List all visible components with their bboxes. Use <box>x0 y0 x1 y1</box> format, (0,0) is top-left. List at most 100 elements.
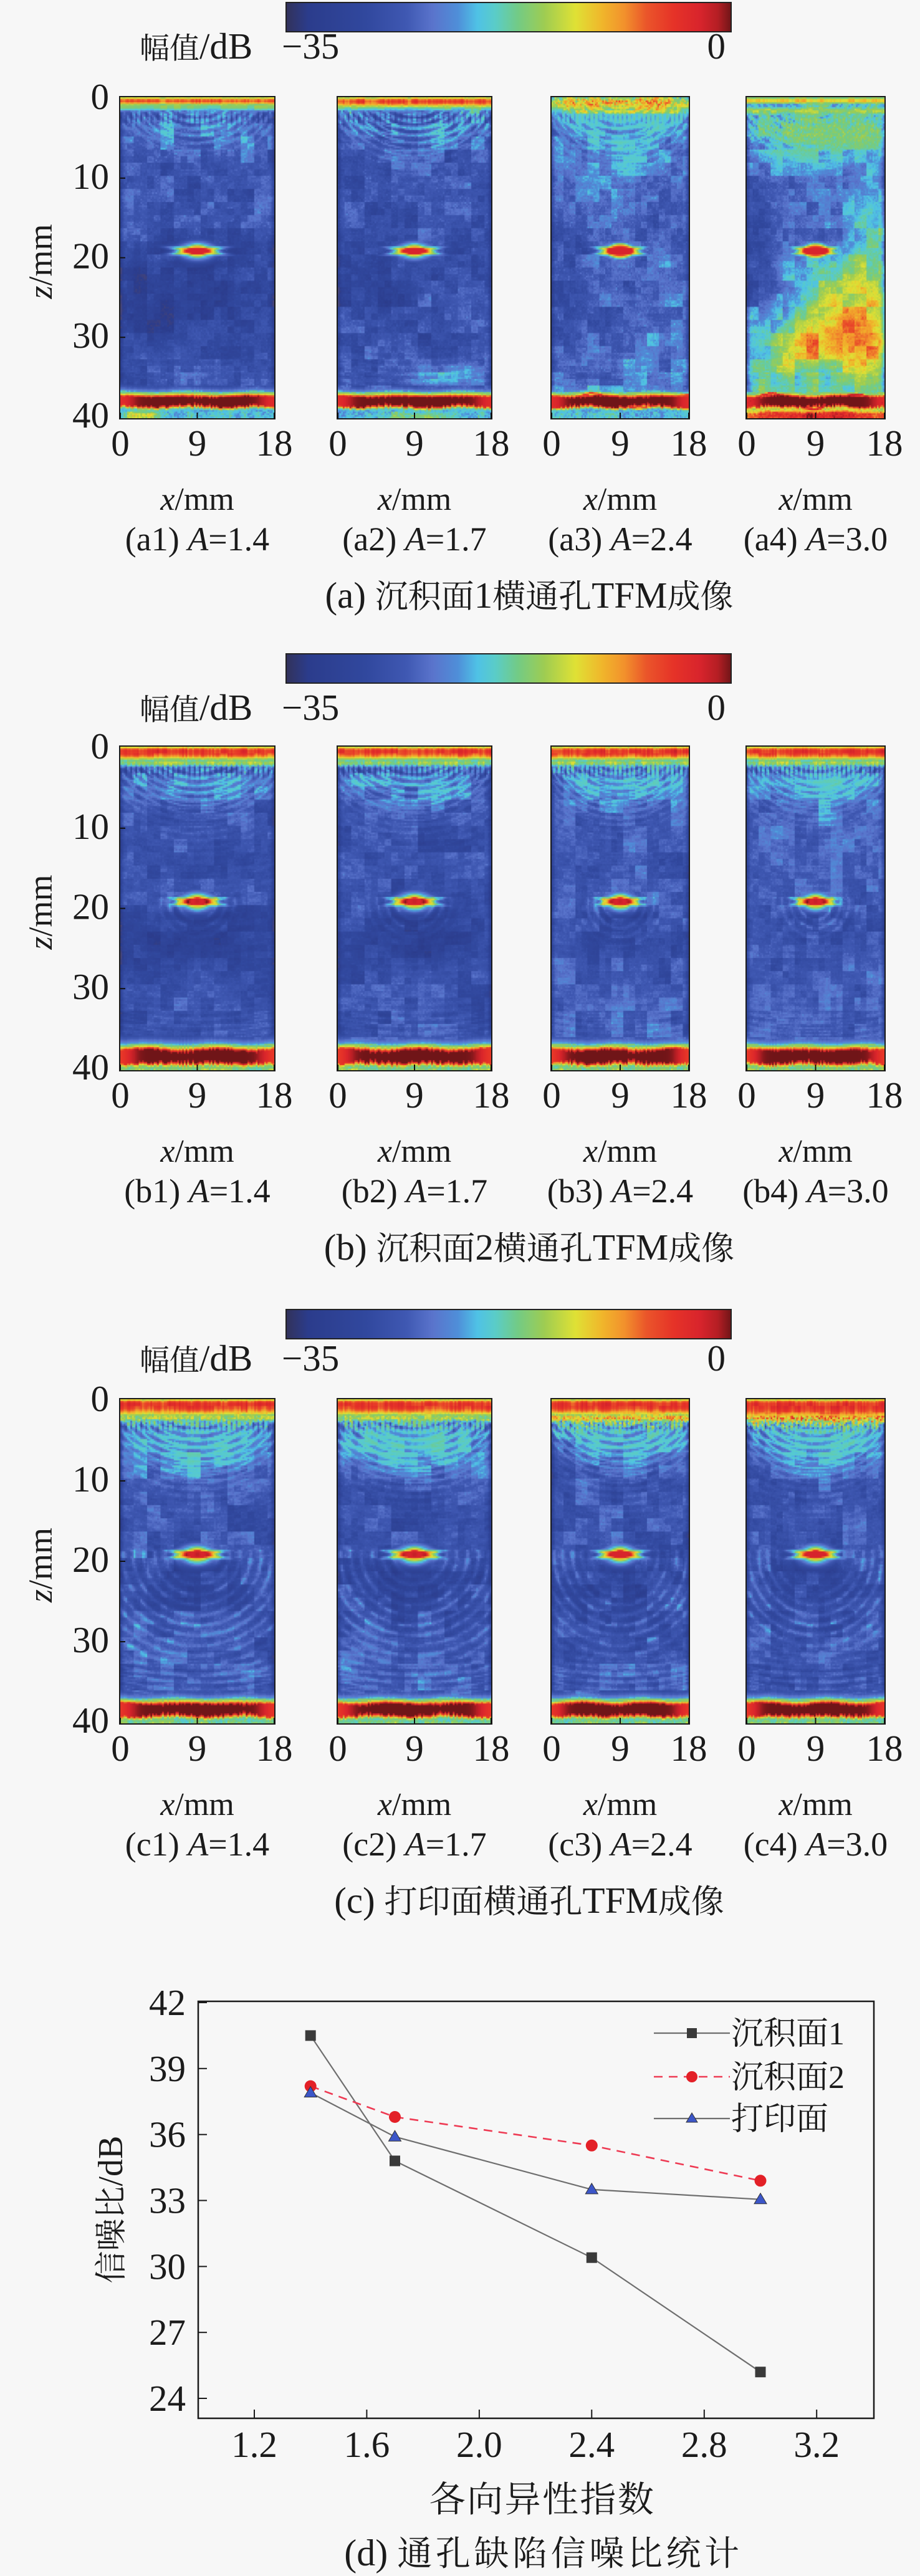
svg-text:=1.7: =1.7 <box>426 520 487 558</box>
svg-text:9: 9 <box>807 1728 825 1769</box>
svg-text:A: A <box>186 520 209 558</box>
svg-text:x: x <box>583 482 598 517</box>
svg-text:x: x <box>377 482 392 517</box>
svg-text:(c2): (c2) <box>342 1826 396 1863</box>
svg-text:z: z <box>22 285 59 299</box>
svg-text:A: A <box>404 1172 427 1210</box>
svg-text:/mm: /mm <box>175 1134 234 1169</box>
svg-text:0: 0 <box>111 1728 130 1769</box>
svg-text:33: 33 <box>149 2180 186 2221</box>
svg-text:A: A <box>609 520 632 558</box>
svg-text:TFM: TFM <box>593 1227 668 1268</box>
svg-text:A: A <box>187 1172 210 1210</box>
svg-text:18: 18 <box>256 423 293 464</box>
svg-text:9: 9 <box>405 1728 424 1769</box>
svg-text:10: 10 <box>72 1458 109 1500</box>
svg-text:27: 27 <box>149 2312 186 2353</box>
svg-text:=1.4: =1.4 <box>209 1172 271 1210</box>
svg-text:/mm: /mm <box>598 482 657 517</box>
svg-text:(b): (b) <box>324 1227 367 1268</box>
svg-text:A: A <box>805 1172 828 1210</box>
svg-text:/mm: /mm <box>392 1134 451 1169</box>
svg-text:10: 10 <box>72 806 109 847</box>
svg-text:18: 18 <box>671 1728 707 1769</box>
svg-text:=1.7: =1.7 <box>426 1826 487 1863</box>
svg-text:39: 39 <box>149 2048 186 2089</box>
svg-text:(b4): (b4) <box>742 1172 798 1210</box>
svg-text:x: x <box>778 1787 793 1822</box>
svg-text:1.2: 1.2 <box>231 2424 277 2465</box>
svg-text:18: 18 <box>866 1728 903 1769</box>
svg-text:18: 18 <box>256 1728 293 1769</box>
svg-text:(a): (a) <box>325 575 366 616</box>
svg-text:/mm: /mm <box>793 1787 852 1822</box>
svg-text:0: 0 <box>328 423 347 464</box>
svg-text:z: z <box>22 936 59 950</box>
svg-text:TFM: TFM <box>592 575 667 616</box>
svg-text:/mm: /mm <box>392 482 451 517</box>
svg-text:(c3): (c3) <box>548 1826 602 1863</box>
svg-text:9: 9 <box>188 1075 207 1116</box>
svg-text:A: A <box>403 520 426 558</box>
svg-text:2.0: 2.0 <box>456 2424 502 2465</box>
svg-text:x: x <box>778 1134 793 1169</box>
svg-text:(c): (c) <box>334 1880 375 1921</box>
svg-text:2.8: 2.8 <box>681 2424 727 2465</box>
svg-text:z: z <box>22 1589 59 1603</box>
svg-text:=3.0: =3.0 <box>827 520 888 558</box>
svg-text:0: 0 <box>542 1728 561 1769</box>
svg-text:0: 0 <box>111 1075 130 1116</box>
svg-text:A: A <box>609 1826 632 1863</box>
svg-text:0: 0 <box>542 1075 561 1116</box>
svg-text:2: 2 <box>475 1227 494 1268</box>
svg-text:1: 1 <box>828 2016 845 2052</box>
svg-text:2: 2 <box>828 2060 845 2095</box>
svg-text:9: 9 <box>405 423 424 464</box>
svg-text:9: 9 <box>188 1728 207 1769</box>
svg-text:30: 30 <box>72 966 109 1007</box>
svg-text:(b3): (b3) <box>547 1172 603 1210</box>
svg-text:A: A <box>610 1172 633 1210</box>
svg-text:0: 0 <box>328 1075 347 1116</box>
svg-text:1.6: 1.6 <box>344 2424 390 2465</box>
svg-text:24: 24 <box>149 2378 186 2419</box>
svg-text:0: 0 <box>737 423 756 464</box>
svg-text:A: A <box>186 1826 209 1863</box>
svg-text:42: 42 <box>149 1982 186 2023</box>
svg-text:/dB: /dB <box>199 687 252 728</box>
svg-text:0: 0 <box>328 1728 347 1769</box>
svg-text:x: x <box>160 1787 175 1822</box>
svg-text:x: x <box>377 1787 392 1822</box>
svg-text:0: 0 <box>707 26 726 67</box>
svg-text:TFM: TFM <box>583 1880 658 1921</box>
svg-text:0: 0 <box>91 1378 110 1419</box>
svg-text:18: 18 <box>473 1075 510 1116</box>
svg-text:40: 40 <box>72 1046 109 1088</box>
svg-text:/mm: /mm <box>392 1787 451 1822</box>
svg-text:0: 0 <box>91 725 110 767</box>
svg-text:/mm: /mm <box>598 1787 657 1822</box>
svg-text:x: x <box>160 482 175 517</box>
svg-text:30: 30 <box>72 1619 109 1660</box>
svg-text:/dB: /dB <box>199 26 252 67</box>
svg-text:/dB: /dB <box>199 1338 252 1379</box>
svg-text:/mm: /mm <box>22 224 59 285</box>
svg-text:30: 30 <box>72 315 109 356</box>
svg-text:/mm: /mm <box>793 482 852 517</box>
svg-text:3.2: 3.2 <box>793 2424 840 2465</box>
svg-text:1: 1 <box>474 575 493 616</box>
svg-text:A: A <box>403 1826 426 1863</box>
svg-text:−35: −35 <box>282 1338 339 1379</box>
svg-text:18: 18 <box>866 1075 903 1116</box>
svg-text:18: 18 <box>256 1075 293 1116</box>
svg-text:18: 18 <box>473 1728 510 1769</box>
svg-text:(a4): (a4) <box>744 520 798 558</box>
svg-text:10: 10 <box>72 156 109 197</box>
svg-text:18: 18 <box>671 423 707 464</box>
svg-text:−35: −35 <box>282 687 339 728</box>
svg-text:/mm: /mm <box>175 1787 234 1822</box>
svg-text:0: 0 <box>707 687 726 728</box>
svg-text:30: 30 <box>149 2246 186 2287</box>
svg-text:(c1): (c1) <box>125 1826 180 1863</box>
svg-text:40: 40 <box>72 395 109 436</box>
